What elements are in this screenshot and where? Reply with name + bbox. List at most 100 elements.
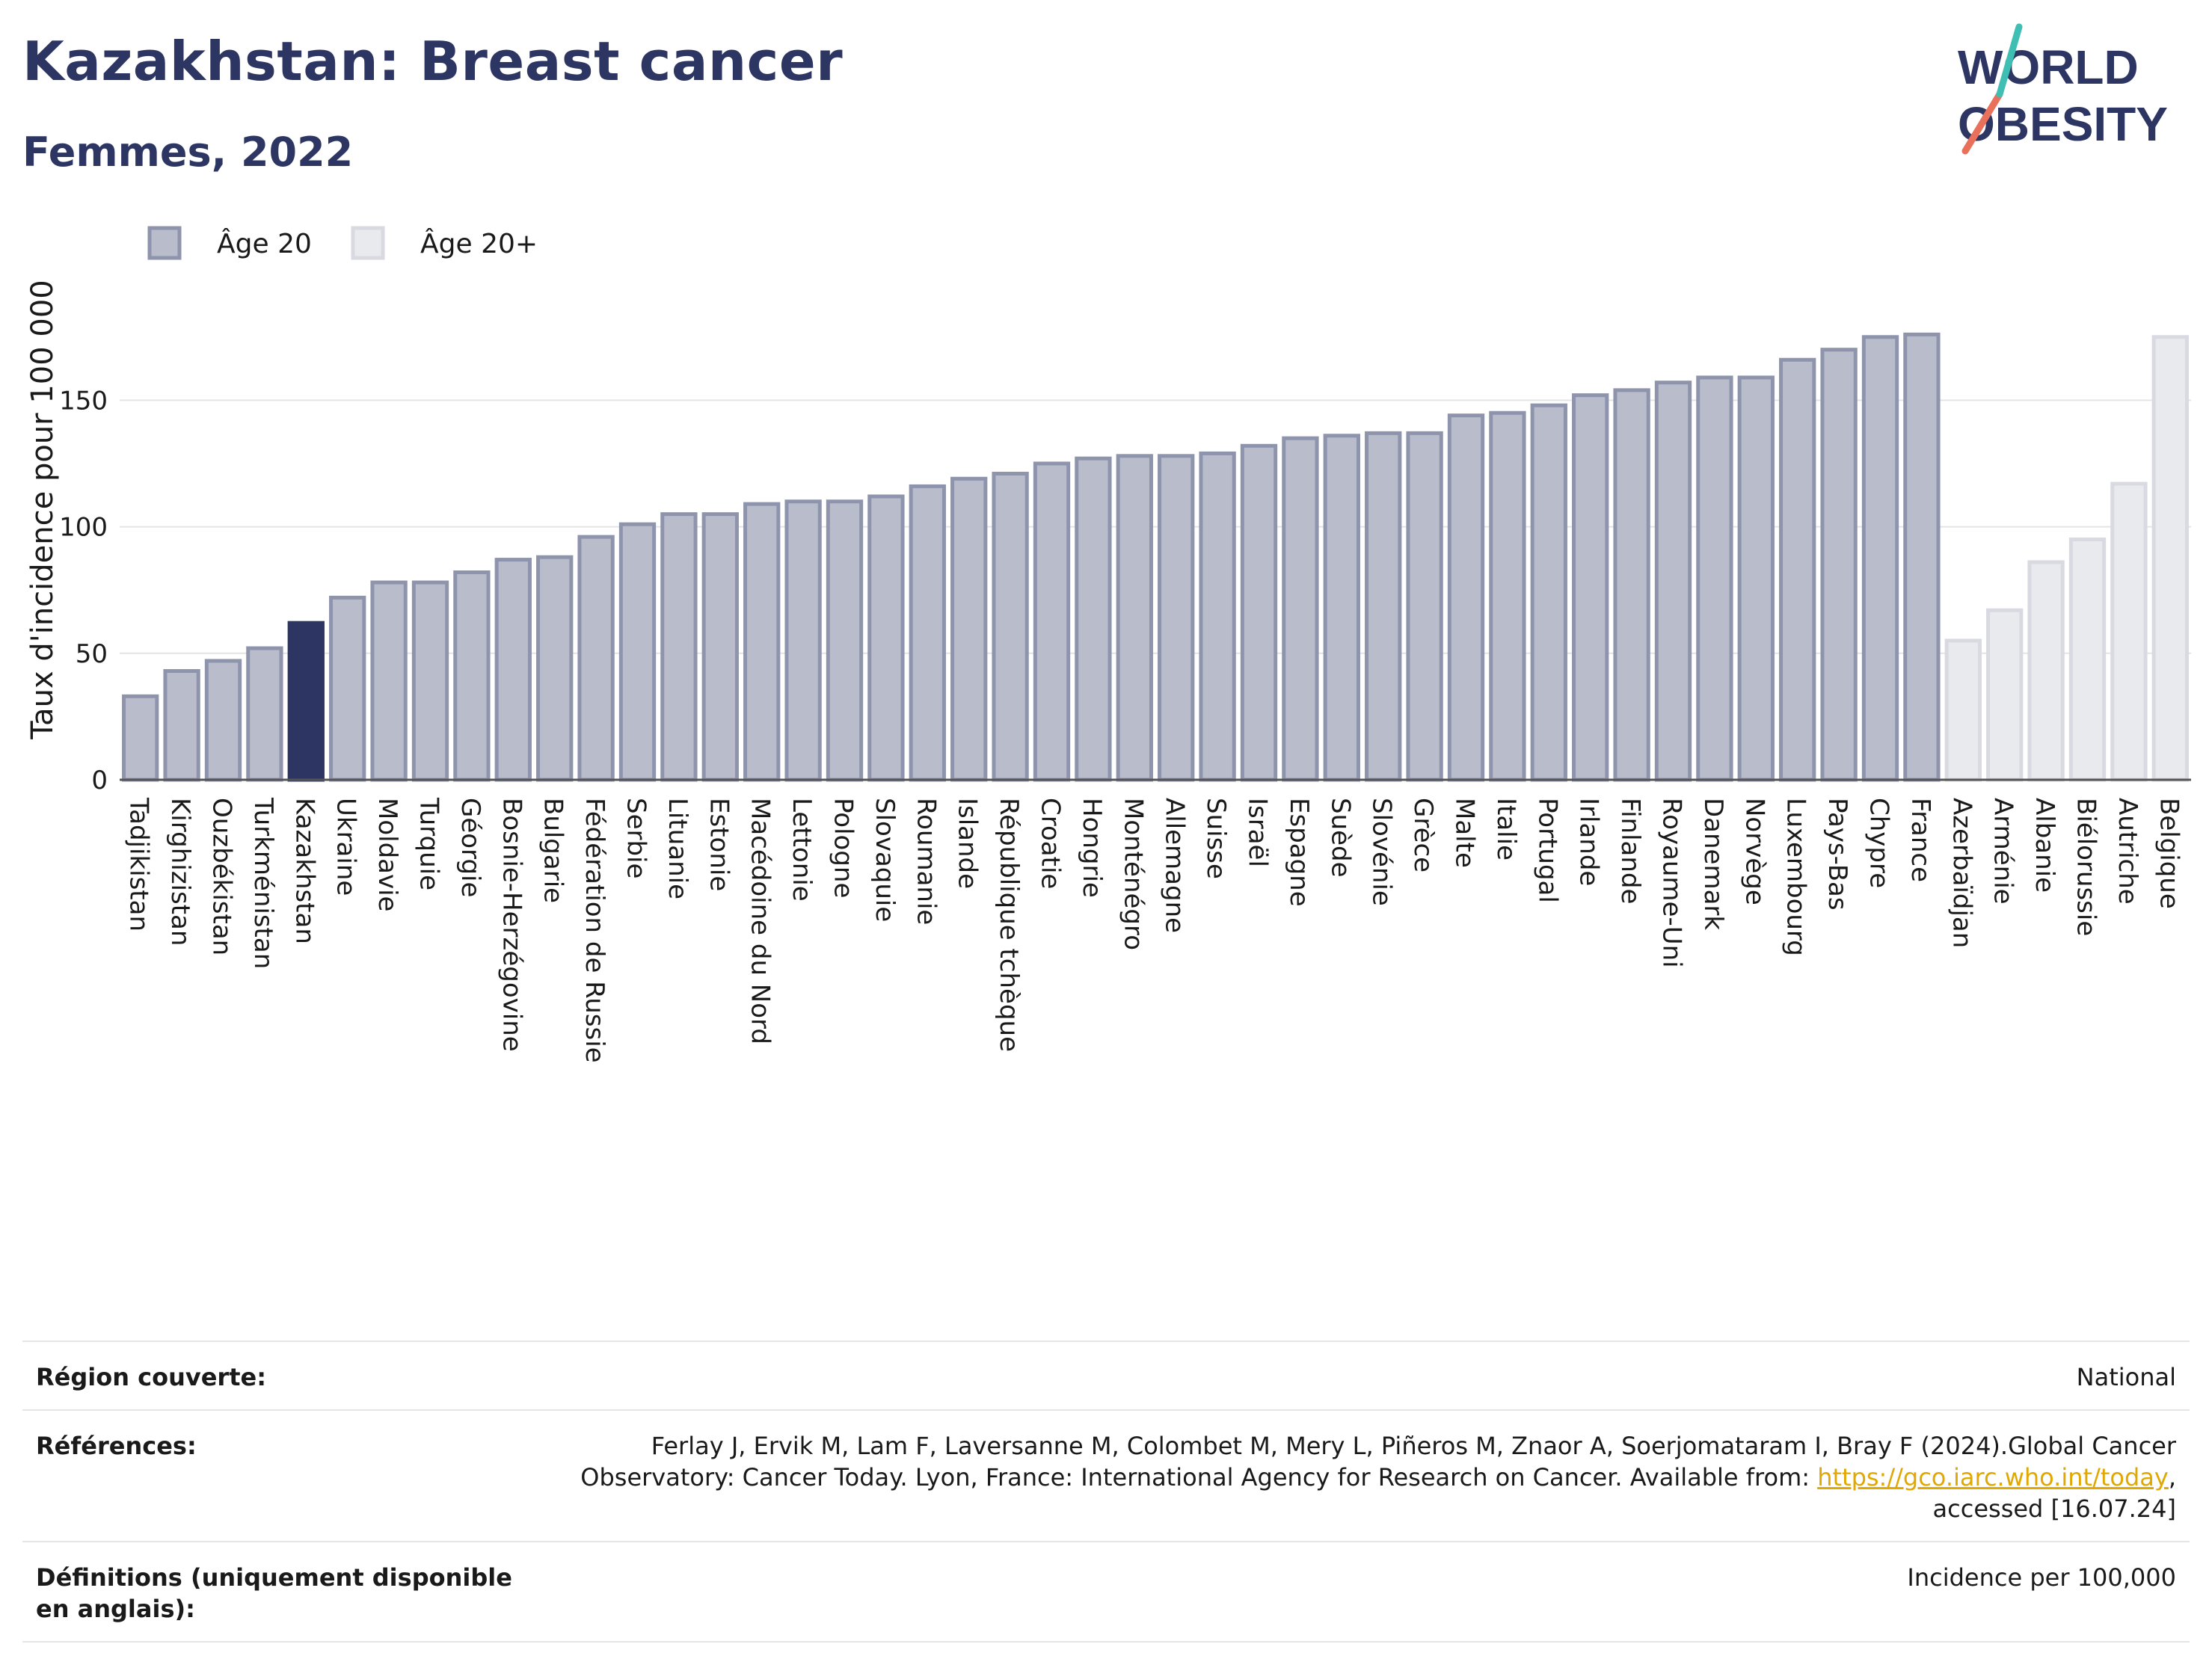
x-tick-label: Roumanie bbox=[911, 798, 941, 925]
x-tick-label: Croatie bbox=[1036, 798, 1066, 889]
x-tick-label: Turkménistan bbox=[248, 797, 278, 969]
x-tick-label: Azerbaïdjan bbox=[1947, 798, 1976, 948]
x-tick-label: Lituanie bbox=[663, 798, 692, 899]
x-tick-label: Grèce bbox=[1408, 798, 1438, 872]
bar-lettonie bbox=[784, 499, 822, 782]
x-tick-label: Arménie bbox=[1988, 798, 2018, 905]
bar-chart: Âge 20 Âge 20+ 0 50 100 150 Tadjikistan Kirghi… bbox=[25, 226, 2191, 1063]
x-tick-label: Kirghizistan bbox=[165, 798, 195, 946]
bar-slov-nie bbox=[1365, 431, 1402, 782]
x-tick-label: Suède bbox=[1325, 798, 1355, 878]
axes: 0 50 100 150 Tadjikistan Kirghizistan Ouzbékis… bbox=[59, 386, 2191, 1063]
x-tick-label: Royaume-Uni bbox=[1657, 798, 1687, 968]
bar-croatie bbox=[1033, 461, 1071, 782]
x-tick-label: Estonie bbox=[704, 798, 734, 891]
bars bbox=[122, 332, 2189, 782]
x-tick-label: Chypre bbox=[1864, 798, 1894, 888]
bar-danemark bbox=[1696, 375, 1733, 782]
bar-turkm-nistan bbox=[246, 646, 283, 782]
bar-isra-l bbox=[1240, 443, 1278, 782]
x-tick-label: Irlande bbox=[1574, 798, 1604, 886]
definitions-row: Définitions (uniquement disponible en an… bbox=[22, 1541, 2190, 1643]
legend-label: Âge 20+ bbox=[420, 228, 538, 259]
x-tick-label: Hongrie bbox=[1077, 798, 1107, 898]
x-tick-label: Fédération de Russie bbox=[580, 798, 609, 1063]
references-text-2: Observatory: Cancer Today. Lyon, France:… bbox=[580, 1463, 1818, 1492]
y-tick-label: 0 bbox=[91, 766, 108, 795]
x-tick-label: Autriche bbox=[2113, 798, 2142, 905]
region-value: National bbox=[2076, 1363, 2176, 1391]
bar-pays-bas bbox=[1820, 348, 1858, 782]
bar-r-publique-tch-que bbox=[992, 472, 1029, 782]
region-label: Région couverte: bbox=[36, 1363, 266, 1391]
x-tick-label: Bosnie-Herzégovine bbox=[497, 798, 526, 1052]
references-value: Ferlay J, Ervik M, Lam F, Laversanne M, … bbox=[529, 1430, 2176, 1524]
bar-irlande bbox=[1572, 393, 1609, 782]
x-tick-label: Biélorussie bbox=[2071, 798, 2101, 936]
references-label: Références: bbox=[36, 1432, 197, 1460]
x-tick-label: Allemagne bbox=[1160, 798, 1190, 933]
bar-bi-lorussie bbox=[2068, 538, 2107, 782]
x-tick-label: Pologne bbox=[829, 798, 858, 898]
bar-arm-nie bbox=[1986, 608, 2024, 782]
world-obesity-logo: WORLD OBESITY bbox=[1958, 23, 2168, 155]
references-link[interactable]: https://gco.iarc.who.int/today bbox=[1817, 1463, 2169, 1492]
references-text-1: Ferlay J, Ervik M, Lam F, Laversanne M, … bbox=[651, 1432, 2176, 1460]
bar-france bbox=[1903, 332, 1941, 782]
bar-portugal bbox=[1530, 403, 1567, 782]
bar-hongrie bbox=[1075, 456, 1112, 782]
y-tick-label: 150 bbox=[59, 386, 108, 416]
page-subtitle: Femmes, 2022 bbox=[22, 129, 354, 176]
bar-turquie bbox=[411, 580, 449, 782]
references-row: Références: Ferlay J, Ervik M, Lam F, La… bbox=[22, 1409, 2190, 1541]
x-tick-label: Espagne bbox=[1284, 798, 1314, 907]
legend-swatch bbox=[147, 226, 182, 260]
bar-malte bbox=[1447, 413, 1485, 782]
bar-azerba-djan bbox=[1944, 638, 1982, 782]
x-tick-label: Monténégro bbox=[1118, 798, 1148, 950]
x-tick-label: Belgique bbox=[2154, 798, 2184, 909]
bar-moldavie bbox=[370, 580, 408, 782]
bar-pologne bbox=[826, 499, 864, 782]
bar-royaume-uni bbox=[1654, 381, 1692, 782]
x-tick-label: Finlande bbox=[1615, 798, 1645, 904]
bar-kazakhstan bbox=[287, 621, 325, 782]
bar-ukraine bbox=[329, 595, 366, 782]
x-tick-label: Serbie bbox=[621, 798, 651, 878]
x-tick-label: Malte bbox=[1450, 798, 1480, 868]
bar-chypre bbox=[1861, 335, 1899, 782]
y-tick-label: 100 bbox=[59, 513, 108, 543]
bar-g-orgie bbox=[453, 570, 491, 782]
x-tick-label: Lettonie bbox=[787, 798, 817, 902]
x-tick-label: Ouzbékistan bbox=[207, 798, 237, 955]
x-tick-label: Pays-Bas bbox=[1822, 798, 1852, 911]
definitions-value: Incidence per 100,000 bbox=[1907, 1563, 2176, 1592]
x-tick-label: Slovénie bbox=[1367, 798, 1397, 906]
definitions-label: Définitions (uniquement disponible en an… bbox=[36, 1563, 512, 1623]
x-tick-label: Turquie bbox=[414, 797, 444, 890]
bar-tadjikistan bbox=[122, 694, 159, 782]
bar-islande bbox=[950, 476, 988, 782]
x-tick-label: Bulgarie bbox=[538, 798, 568, 903]
bar-ouzb-kistan bbox=[204, 659, 242, 782]
x-tick-label: Ukraine bbox=[331, 798, 361, 896]
bar-kirghizistan bbox=[163, 668, 200, 782]
bar-norv-ge bbox=[1737, 375, 1775, 782]
bar-luxembourg bbox=[1779, 357, 1816, 782]
bar-finlande bbox=[1613, 388, 1650, 782]
bar-gr-ce bbox=[1406, 431, 1443, 782]
x-tick-label: Tadjikistan bbox=[124, 797, 154, 932]
page-title: Kazakhstan: Breast cancer bbox=[22, 30, 844, 93]
x-tick-label: France bbox=[1905, 798, 1935, 882]
bar-mont-n-gro bbox=[1116, 454, 1153, 782]
bar-estonie bbox=[701, 512, 739, 782]
bar-slovaquie bbox=[867, 494, 905, 782]
chart-legend: Âge 20 Âge 20+ bbox=[147, 226, 538, 260]
bar-suisse bbox=[1199, 451, 1236, 782]
bar-bosnie-herz-govine bbox=[494, 558, 532, 782]
x-tick-label: Israël bbox=[1243, 798, 1273, 867]
x-tick-label: Kazakhstan bbox=[289, 798, 319, 944]
x-tick-label: Macédoine du Nord bbox=[746, 798, 775, 1044]
bar-roumanie bbox=[909, 484, 946, 782]
y-axis-label: Taux d'incidence pour 100 000 bbox=[25, 280, 60, 739]
